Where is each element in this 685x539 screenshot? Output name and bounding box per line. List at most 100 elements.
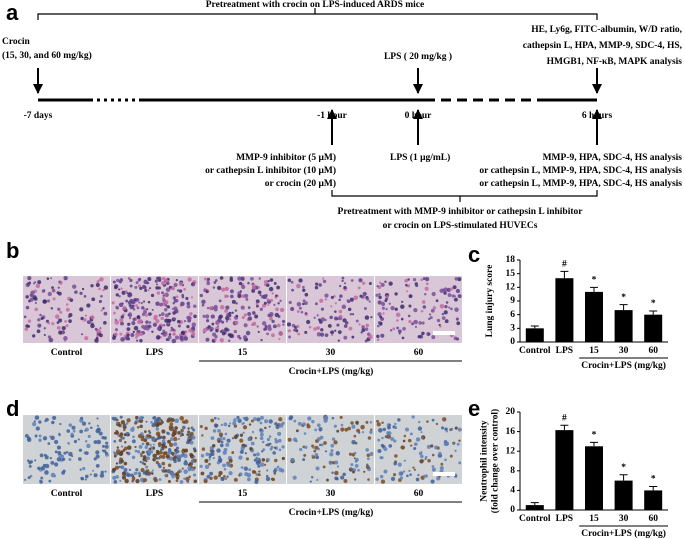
- cell: [179, 454, 183, 458]
- cell: [186, 304, 191, 309]
- cell: [40, 476, 44, 480]
- cell: [129, 317, 132, 320]
- cell: [395, 312, 401, 318]
- cell: [102, 288, 105, 292]
- cell: [150, 421, 153, 424]
- cell: [244, 293, 249, 299]
- cell: [388, 281, 393, 286]
- cell: [394, 426, 398, 430]
- cell: [390, 305, 395, 311]
- cell: [169, 422, 174, 426]
- cell: [413, 442, 418, 447]
- cell: [187, 427, 190, 430]
- cell: [205, 314, 210, 319]
- cell: [139, 424, 143, 429]
- cell: [77, 438, 80, 441]
- cell: [276, 465, 280, 469]
- cell: [133, 325, 139, 331]
- cell: [175, 449, 180, 454]
- cell: [160, 316, 164, 321]
- cell: [120, 445, 124, 448]
- cell: [29, 460, 33, 464]
- cell: [213, 475, 218, 480]
- cell: [216, 448, 221, 453]
- cell: [114, 320, 120, 325]
- cell: [340, 427, 345, 432]
- cell: [137, 320, 142, 324]
- cell: [252, 285, 256, 290]
- cell: [257, 290, 262, 295]
- cell: [268, 419, 273, 424]
- cell: [139, 332, 144, 336]
- cell: [293, 419, 297, 423]
- cell: [183, 469, 188, 474]
- cell: [167, 479, 171, 483]
- cell: [25, 305, 30, 310]
- cell: [151, 472, 154, 475]
- cell: [214, 279, 218, 282]
- y-tick-label: 0: [510, 505, 515, 515]
- cell: [314, 428, 318, 432]
- cell: [188, 475, 191, 479]
- cell: [316, 478, 319, 482]
- cell: [65, 324, 69, 328]
- cell: [270, 298, 274, 302]
- cell: [260, 415, 264, 420]
- cell: [244, 444, 248, 448]
- cell: [191, 322, 196, 327]
- bar: [614, 310, 633, 342]
- cell: [424, 276, 430, 282]
- cell: [445, 301, 449, 304]
- cell: [145, 313, 149, 317]
- cell: [330, 449, 334, 453]
- cell: [100, 309, 103, 312]
- cell: [420, 431, 423, 434]
- cell: [24, 327, 29, 331]
- y-tick-label: 20: [506, 407, 516, 417]
- cell: [175, 299, 179, 303]
- bar: [525, 505, 544, 510]
- cell: [114, 284, 119, 289]
- cell: [287, 278, 292, 282]
- cell: [79, 429, 84, 434]
- cell: [388, 302, 391, 305]
- cell: [241, 422, 244, 426]
- cell: [129, 278, 133, 283]
- cell: [87, 434, 91, 438]
- cell: [213, 307, 218, 312]
- cell: [115, 475, 119, 479]
- cell: [242, 425, 248, 430]
- cell: [40, 316, 44, 321]
- cell: [288, 335, 292, 339]
- text: HE, Ly6g, FITC-albumin, W/D ratio,: [531, 25, 682, 35]
- cell: [394, 292, 398, 296]
- cell: [244, 416, 249, 422]
- cell: [192, 473, 197, 477]
- cell: [99, 330, 102, 334]
- cell: [451, 294, 455, 298]
- cell: [408, 304, 412, 308]
- cell: [95, 450, 100, 455]
- cell: [320, 307, 325, 311]
- cell: [257, 464, 261, 468]
- cell: [122, 306, 127, 311]
- cell: [43, 327, 46, 330]
- cell: [187, 316, 192, 321]
- scale-bar: [433, 331, 455, 335]
- cell: [250, 276, 254, 281]
- cell: [388, 423, 391, 426]
- cell: [448, 306, 451, 309]
- cell: [168, 312, 171, 316]
- cell: [180, 432, 184, 436]
- cell: [88, 422, 91, 425]
- cell: [206, 279, 210, 283]
- bar: [644, 314, 663, 342]
- cell: [420, 278, 424, 282]
- cell: [415, 477, 420, 482]
- cell: [278, 448, 282, 452]
- cell: [91, 297, 96, 302]
- cell: [161, 461, 166, 466]
- cell: [213, 337, 217, 341]
- cell: [173, 282, 178, 287]
- cell: [265, 283, 270, 287]
